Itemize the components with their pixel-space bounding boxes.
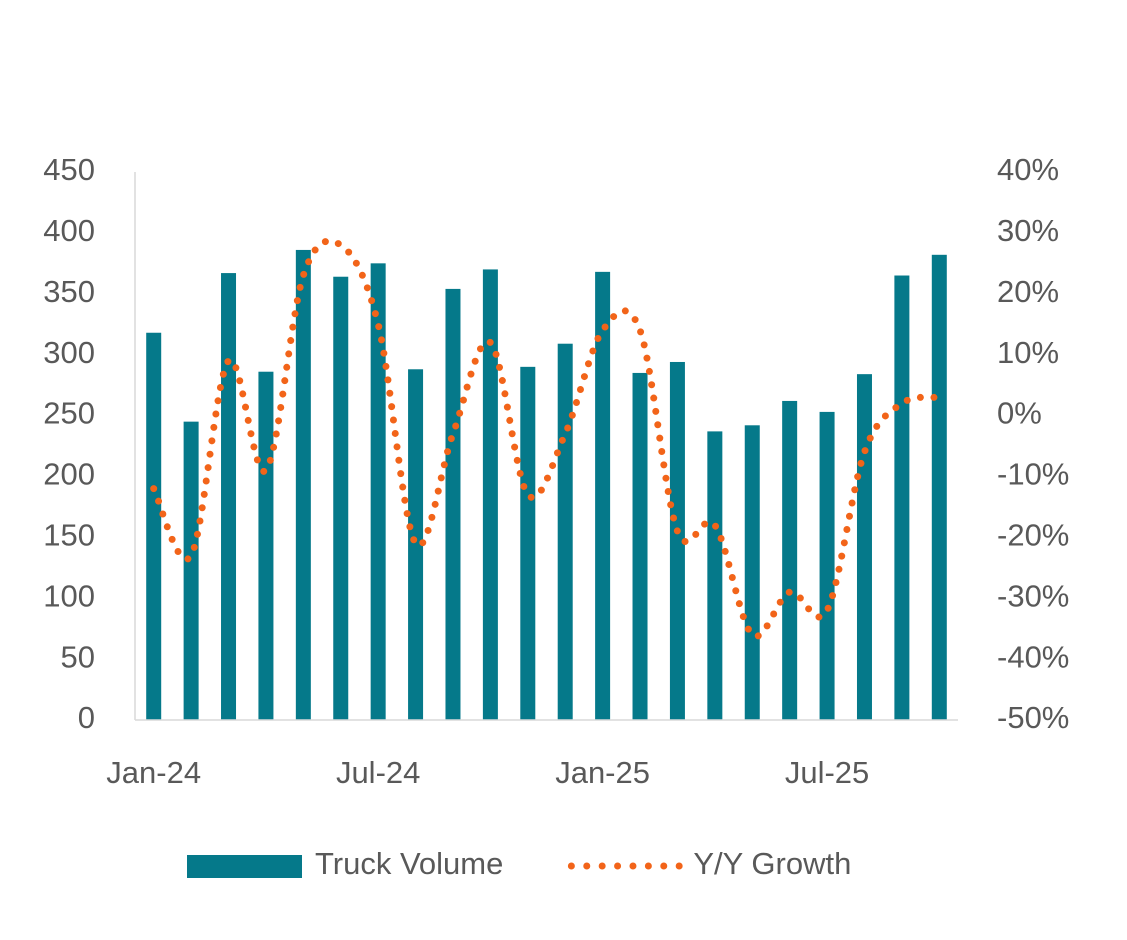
bar — [744, 425, 760, 720]
y-tick-label: 250 — [43, 396, 95, 431]
bar — [333, 276, 349, 720]
bar — [221, 273, 237, 720]
bar — [931, 254, 947, 720]
bar — [258, 371, 274, 720]
bar — [894, 275, 910, 720]
y2-tick-label: 40% — [997, 152, 1059, 187]
x-tick-label: Jan-25 — [555, 755, 650, 790]
y2-tick-label: -40% — [997, 639, 1069, 674]
y2-tick-label: -30% — [997, 578, 1069, 613]
bar — [557, 343, 573, 720]
legend-label: Y/Y Growth — [693, 846, 851, 881]
legend-label: Truck Volume — [315, 846, 503, 881]
x-tick-label: Jan-24 — [106, 755, 201, 790]
bar — [819, 411, 835, 720]
y-tick-label: 200 — [43, 457, 95, 492]
bar — [370, 263, 386, 720]
line-series — [150, 237, 943, 640]
bar — [520, 366, 536, 720]
bar — [295, 249, 311, 720]
bar — [146, 332, 162, 720]
bar — [183, 421, 199, 720]
x-tick-label: Jul-25 — [785, 755, 869, 790]
bar — [632, 372, 648, 720]
bar — [669, 361, 685, 720]
y-tick-label: 150 — [43, 518, 95, 553]
y-tick-label: 300 — [43, 335, 95, 370]
y-tick-label: 350 — [43, 274, 95, 309]
y-tick-label: 100 — [43, 578, 95, 613]
y-tick-label: 0 — [78, 700, 95, 735]
bar — [595, 271, 611, 720]
y-tick-label: 50 — [61, 639, 95, 674]
y-tick-label: 400 — [43, 213, 95, 248]
bar — [408, 369, 424, 720]
bar — [707, 431, 723, 720]
y-tick-label: 450 — [43, 152, 95, 187]
y2-tick-label: 10% — [997, 335, 1059, 370]
y2-tick-label: -50% — [997, 700, 1069, 735]
bar — [856, 374, 872, 720]
y2-tick-label: 0% — [997, 396, 1042, 431]
legend-swatch — [187, 855, 302, 878]
bar — [782, 400, 798, 720]
y2-tick-label: 20% — [997, 274, 1059, 309]
y2-tick-label: 30% — [997, 213, 1059, 248]
y2-tick-label: -10% — [997, 457, 1069, 492]
x-tick-label: Jul-24 — [336, 755, 420, 790]
y2-tick-label: -20% — [997, 518, 1069, 553]
bar — [445, 288, 461, 720]
bar — [482, 269, 498, 720]
